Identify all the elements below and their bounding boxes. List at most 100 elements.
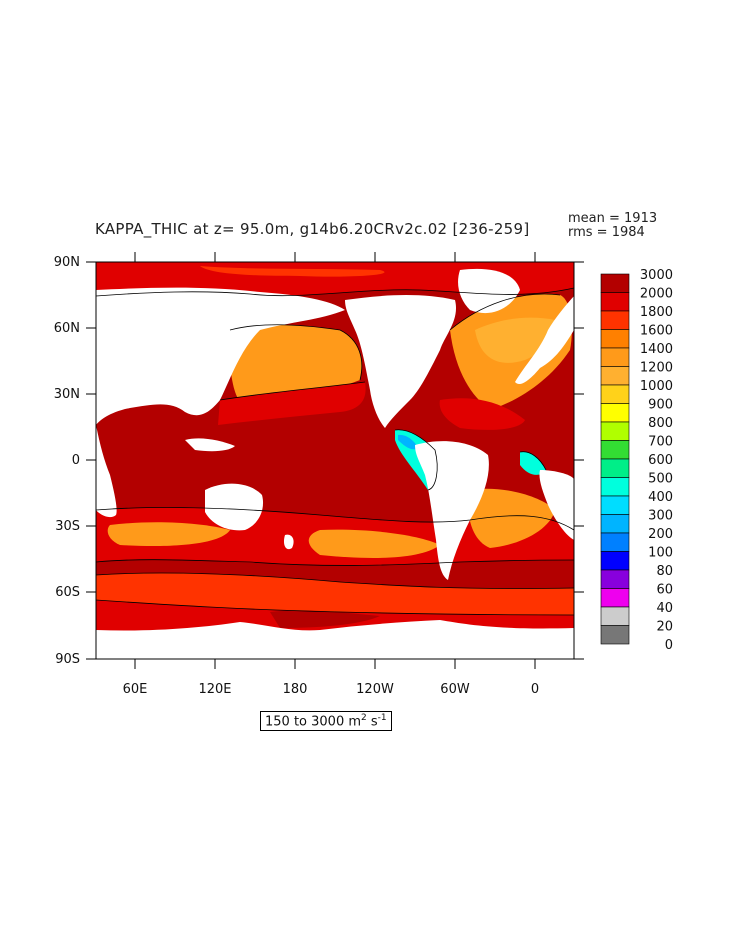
lon-label: 0 (531, 682, 539, 697)
colorbar-level-label: 80 (656, 564, 673, 579)
land-antarctica (96, 620, 574, 659)
colorbar: 3000200018001600140012001000900800700600… (600, 268, 673, 653)
colorbar-swatch (600, 347, 630, 367)
colorbar-level-label: 20 (656, 620, 673, 635)
land-south-america (415, 441, 489, 580)
contour-line (449, 293, 561, 331)
contour-line (95, 287, 575, 297)
natlantic-paleorange (475, 317, 557, 363)
colorbar-level-label: 1600 (640, 324, 673, 339)
land-eurasia (96, 287, 345, 425)
cyan-west-africa (520, 451, 546, 475)
south-band-2 (96, 572, 574, 615)
south-orange-2 (308, 529, 440, 558)
colorbar-level-label: 3000 (640, 268, 673, 283)
land-indonesia (185, 438, 235, 452)
lat-label: 90S (55, 652, 80, 667)
south-orange-1 (107, 522, 230, 547)
colorbar-swatch (600, 495, 630, 515)
contour-line (229, 324, 363, 381)
colorbar-swatch (600, 366, 630, 386)
lat-label: 60S (55, 585, 80, 600)
colorbar-swatch (600, 551, 630, 571)
colorbar-swatch (600, 514, 630, 534)
colorbar-level-label: 800 (648, 416, 673, 431)
colorbar-level-label: 400 (648, 490, 673, 505)
colorbar-swatch (600, 273, 630, 293)
lat-ticks (86, 261, 584, 660)
colorbar-level-label: 500 (648, 472, 673, 487)
colorbar-level-label: 300 (648, 509, 673, 524)
contour-line (95, 559, 575, 566)
lon-labels: 60E 120E 180 120W 60W 0 (123, 682, 540, 697)
lon-label: 60E (123, 682, 148, 697)
range-sup-2: -1 (377, 713, 387, 723)
lon-ticks (134, 252, 536, 669)
lon-label: 120E (198, 682, 231, 697)
land-masses (96, 268, 574, 659)
colorbar-swatch (600, 329, 630, 349)
colorbar-level-label: 1400 (640, 342, 673, 357)
colorbar-level-label: 60 (656, 583, 673, 598)
stats-block: mean = 1913 rms = 1984 (568, 212, 657, 240)
colorbar-level-label: 1800 (640, 305, 673, 320)
colorbar-level-label: 0 (665, 638, 673, 653)
colorbar-level-label: 200 (648, 527, 673, 542)
npacific-red (218, 382, 366, 425)
contour-line (95, 507, 575, 531)
land-greenland (458, 268, 520, 314)
colorbar-swatch (600, 384, 630, 404)
lat-label: 60N (54, 321, 80, 336)
colorbar-level-label: 2000 (640, 287, 673, 302)
colorbar-swatch (600, 458, 630, 478)
colorbar-swatch (600, 588, 630, 608)
colorbar-level-label: 900 (648, 398, 673, 413)
lon-label: 120W (356, 682, 394, 697)
mean-value: mean = 1913 (568, 211, 658, 226)
land-africa-east (539, 470, 574, 540)
contour-line (394, 429, 438, 491)
lat-labels: 90N 60N 30N 0 30S 60S 90S (54, 255, 80, 667)
contour-line (95, 572, 575, 589)
south-atlantic-orange (468, 488, 555, 548)
colorbar-swatch (600, 625, 630, 645)
colorbar-swatch (600, 421, 630, 441)
land-australia (205, 483, 264, 531)
arctic-inner (200, 266, 385, 277)
contour-lines (95, 287, 575, 616)
range-text: 150 to 3000 m (265, 714, 362, 730)
range-sup-1: 2 (361, 713, 367, 723)
lat-label: 0 (72, 453, 80, 468)
colorbar-level-label: 600 (648, 453, 673, 468)
land-north-america (345, 295, 457, 428)
land-africa (96, 425, 117, 518)
contour-line (219, 381, 366, 401)
range-mid: s (366, 714, 378, 730)
rms-value: rms = 1984 (568, 225, 645, 240)
antarctic-red (270, 610, 380, 628)
colorbar-swatch (600, 569, 630, 589)
natlantic-red (439, 398, 525, 430)
lon-label: 60W (440, 682, 470, 697)
colorbar-level-label: 1000 (640, 379, 673, 394)
lat-label: 30S (55, 519, 80, 534)
colorbar-level-label: 100 (648, 546, 673, 561)
colorbar-swatch (600, 403, 630, 423)
lat-label: 90N (54, 255, 80, 270)
colorbar-swatch (600, 292, 630, 312)
blue-central-america (398, 434, 418, 450)
land-new-zealand (283, 534, 294, 550)
colorbar-swatch (600, 477, 630, 497)
colorbar-level-label: 1200 (640, 361, 673, 376)
land-europe (515, 296, 574, 385)
range-label: 150 to 3000 m2 s-1 (260, 711, 392, 732)
colorbar-swatch (600, 310, 630, 330)
lon-label: 180 (283, 682, 308, 697)
plot-title: KAPPA_THIC at z= 95.0m, g14b6.20CRv2c.02… (95, 220, 530, 238)
colorbar-level-label: 700 (648, 435, 673, 450)
colorbar-level-label: 40 (656, 601, 673, 616)
contour-line (95, 599, 575, 616)
colorbar-swatch (600, 606, 630, 626)
colorbar-swatch (600, 440, 630, 460)
